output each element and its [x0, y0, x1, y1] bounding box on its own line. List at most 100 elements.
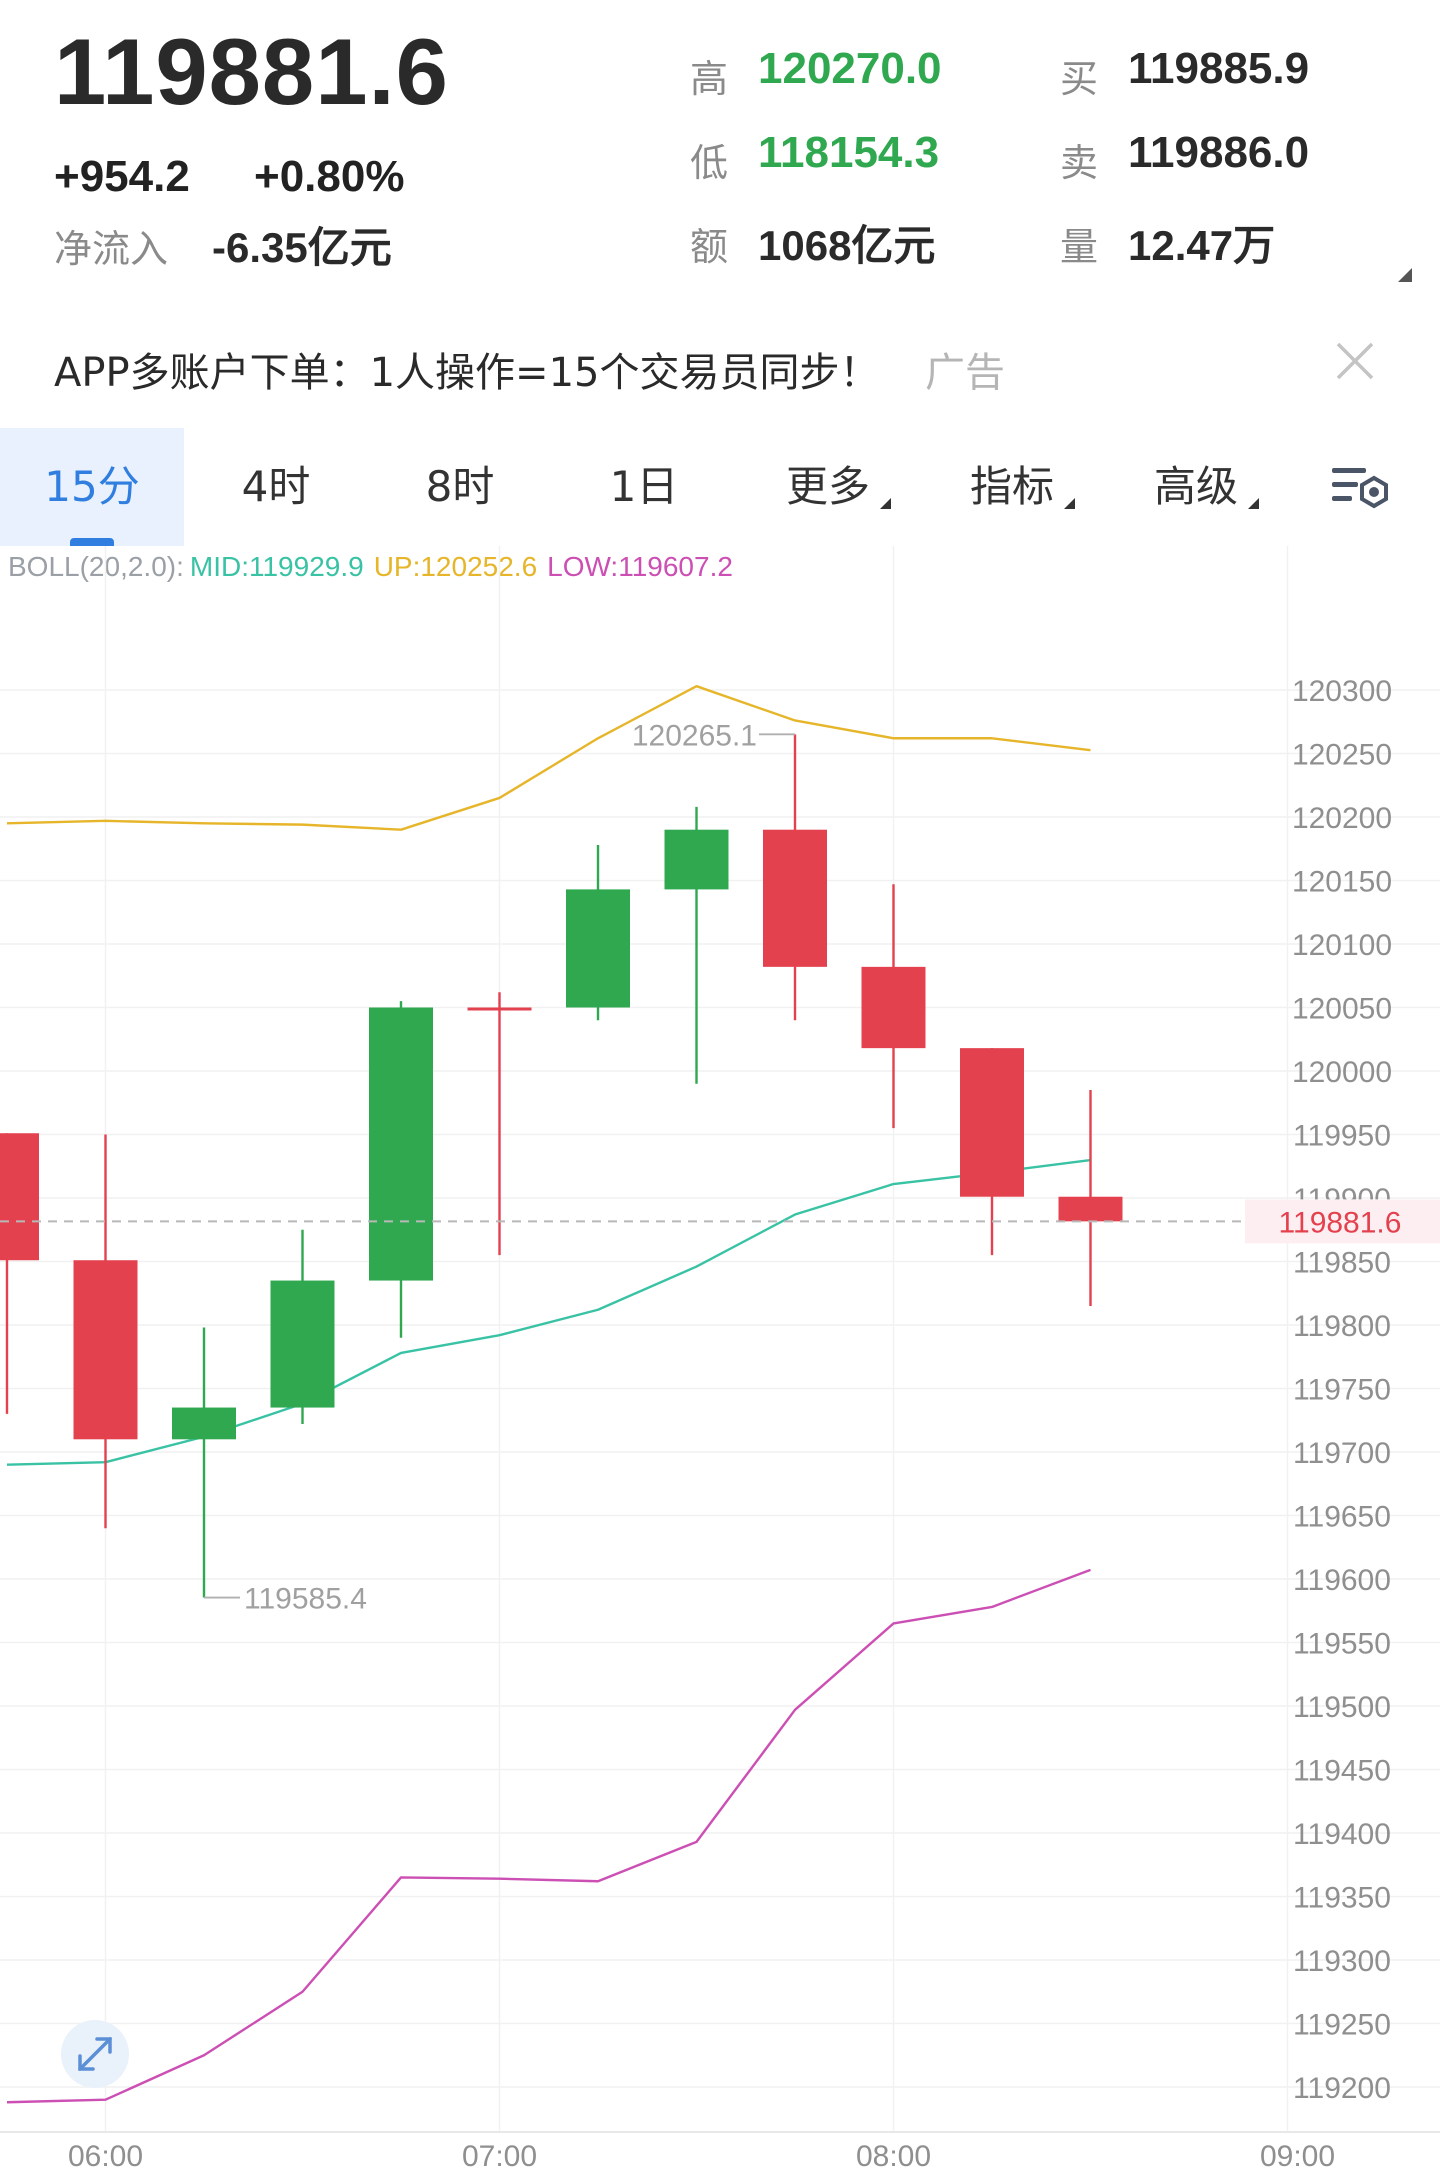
y-tick-label: 119350 — [1293, 1882, 1391, 1915]
y-tick-label: 120050 — [1292, 993, 1392, 1026]
low-value: 118154.3 — [758, 128, 940, 177]
tab-label: 高级 — [1153, 462, 1238, 511]
y-tick-label: 120250 — [1292, 739, 1392, 772]
dropdown-caret-icon — [1248, 498, 1259, 509]
y-tick-label: 119200 — [1293, 2072, 1391, 2105]
y-tick-label: 119850 — [1293, 1247, 1391, 1280]
volume-value: 12.47万 — [1128, 222, 1276, 269]
boll-mid-line — [6, 1158, 1091, 1466]
y-tick-label: 119400 — [1293, 1818, 1391, 1851]
candle-body — [763, 829, 827, 967]
y-tick-label: 120100 — [1292, 929, 1392, 962]
candle-down[interactable] — [960, 1048, 1024, 1256]
y-tick-label: 119650 — [1293, 1501, 1391, 1534]
candle-up[interactable] — [664, 806, 729, 1084]
candle-up[interactable] — [369, 1001, 433, 1338]
candle-body — [960, 1048, 1024, 1197]
candlestick-chart[interactable]: BOLL(20,2.0): MID:119929.9 UP:120252.6 LOW:… — [0, 546, 1440, 2178]
low-label: 低 — [690, 141, 729, 185]
boll-lower-line — [6, 1568, 1091, 2104]
price-change-percent: +0.80% — [254, 152, 405, 201]
expand-icon — [78, 2037, 112, 2071]
candle-body — [1058, 1196, 1123, 1222]
y-tick-label: 119700 — [1293, 1437, 1391, 1470]
y-tick-label: 119600 — [1293, 1564, 1391, 1597]
ad-tag: 广告 — [925, 350, 1005, 396]
x-tick-label: 08:00 — [856, 2140, 931, 2173]
candle-body — [172, 1407, 236, 1440]
low-marker-label: 119585.4 — [244, 1583, 367, 1616]
candle-body — [270, 1280, 335, 1408]
current-price-tag-bg — [1245, 1199, 1440, 1244]
ad-banner-text[interactable]: APP多账户下单：1人操作=15个交易员同步！ — [54, 350, 880, 396]
candle-down[interactable] — [861, 884, 926, 1129]
candle-body — [369, 1007, 433, 1281]
candle-up[interactable] — [270, 1229, 335, 1425]
tab-label: 更多 — [785, 462, 870, 511]
tab-label: 15分 — [44, 462, 140, 511]
tab-advanced[interactable]: 高级 — [1104, 428, 1288, 546]
y-tick-label: 119550 — [1293, 1628, 1391, 1661]
tab-8h[interactable]: 8时 — [368, 428, 552, 546]
candle-down[interactable] — [763, 734, 827, 1021]
y-tick-label: 120150 — [1292, 866, 1392, 899]
amount-value: 1068亿元 — [758, 222, 936, 269]
tab-indicators[interactable]: 指标 — [920, 428, 1104, 546]
y-tick-label: 119450 — [1293, 1755, 1391, 1788]
y-tick-label: 119950 — [1293, 1120, 1391, 1153]
dropdown-caret-icon — [1064, 498, 1075, 509]
y-tick-label: 119500 — [1293, 1691, 1391, 1724]
candle-body — [467, 1007, 532, 1011]
candle-down[interactable] — [467, 992, 532, 1256]
tab-label: 8时 — [425, 462, 495, 511]
period-tabs: 15分 4时 8时 1日 更多 指标 高级 — [0, 428, 1440, 546]
boll-up-label: UP:120252.6 — [374, 551, 537, 582]
y-tick-label: 119750 — [1293, 1374, 1391, 1407]
candle-down[interactable] — [73, 1134, 138, 1529]
candle-body — [566, 889, 630, 1008]
ask-label: 卖 — [1060, 141, 1099, 185]
boll-upper-line — [6, 684, 1091, 831]
last-price: 119881.6 — [54, 19, 449, 124]
tab-more[interactable]: 更多 — [736, 428, 920, 546]
candle-body — [0, 1133, 39, 1261]
high-value: 120270.0 — [758, 44, 942, 93]
tab-15min[interactable]: 15分 — [0, 428, 184, 546]
x-tick-label: 06:00 — [68, 2140, 143, 2173]
x-tick-label: 07:00 — [462, 2140, 537, 2173]
candle-down[interactable] — [0, 1133, 39, 1414]
boll-indicator-name: BOLL(20,2.0): — [8, 551, 184, 582]
y-tick-label: 120200 — [1292, 802, 1392, 835]
tab-1d[interactable]: 1日 — [552, 428, 736, 546]
tab-label: 1日 — [609, 462, 679, 511]
high-label: 高 — [690, 57, 729, 101]
candle-up[interactable] — [172, 1327, 236, 1598]
y-tick-label: 119300 — [1293, 1945, 1391, 1978]
price-change: +954.2 — [54, 152, 190, 201]
candle-up[interactable] — [566, 844, 630, 1021]
chart-settings-icon[interactable] — [1330, 464, 1392, 514]
volume-label: 量 — [1060, 225, 1099, 269]
candle-down[interactable] — [1058, 1090, 1123, 1306]
y-tick-label: 120000 — [1292, 1056, 1392, 1089]
candle-body — [861, 966, 926, 1049]
y-tick-label: 119250 — [1293, 2009, 1391, 2042]
x-tick-label: 09:00 — [1260, 2140, 1335, 2173]
candle-body — [73, 1260, 138, 1440]
dropdown-caret-icon — [880, 498, 891, 509]
candle-body — [664, 829, 729, 890]
tab-label: 指标 — [969, 462, 1054, 511]
bid-label: 买 — [1060, 57, 1099, 101]
close-icon[interactable] — [1332, 338, 1378, 384]
current-price-tag: 119881.6 — [1279, 1206, 1402, 1239]
amount-label: 额 — [690, 225, 729, 269]
net-inflow-label: 净流入 — [54, 227, 169, 271]
boll-low-label: LOW:119607.2 — [547, 551, 733, 582]
expand-chart-button[interactable] — [61, 2020, 129, 2088]
tab-4h[interactable]: 4时 — [184, 428, 368, 546]
bid-value: 119885.9 — [1128, 44, 1310, 93]
active-tab-indicator — [70, 538, 114, 546]
y-tick-label: 120300 — [1292, 675, 1392, 708]
boll-mid-label: MID:119929.9 — [190, 551, 364, 582]
expand-caret-icon[interactable] — [1398, 268, 1412, 282]
